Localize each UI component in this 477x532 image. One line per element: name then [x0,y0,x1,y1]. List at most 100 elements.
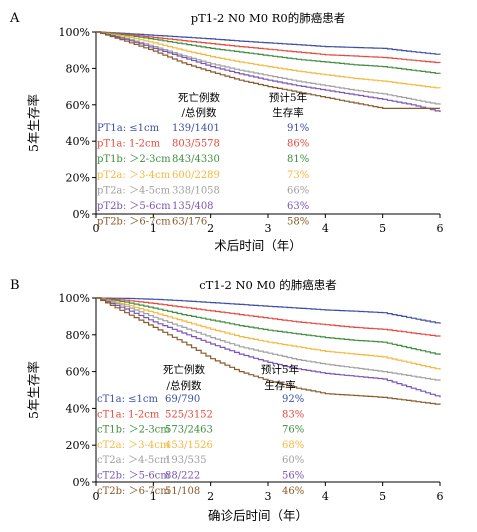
y-axis-title: 5年生存率 [26,361,41,419]
series-line-2 [96,31,441,74]
legend-entry-deaths: 51/108 [165,486,200,497]
x-tick-label: 3 [265,222,272,235]
series-line-0 [96,31,441,55]
legend-header-survival: 预计5年 [261,363,299,376]
y-tick-label: 20% [66,172,90,185]
panel-letter: A [9,11,20,26]
x-tick-label: 4 [322,490,329,503]
legend-header-total: /总例数 [166,379,202,392]
series-line-1 [96,31,441,64]
legend-entry-survival: 92% [282,394,304,405]
legend-entry-name: cT1a: ≤1cm [97,394,158,405]
legend-entry-name: cT2a: ＞3-4cm [97,440,170,451]
y-tick-label: 40% [66,402,90,415]
legend-header-survival: 预计5年 [269,91,307,104]
legend-entry-name: pT2b: ＞6-7cm [97,217,171,228]
y-tick-label: 80% [66,329,90,342]
legend-entry-name: PT1a: ≤1cm [97,123,160,134]
legend-header-deaths: 死亡例数 [163,363,205,376]
legend-entry-name: cT2a: ＞4-5cm [97,455,170,466]
y-axis-title: 5年生存率 [26,94,41,152]
y-tick-label: 60% [66,366,90,379]
legend-entry-survival: 76% [282,425,304,436]
legend-entry-name: pT1a: 1-2cm [97,139,161,150]
legend-entry-name: cT2b: ＞6-7cm [97,486,170,497]
series-lines [96,297,441,405]
legend-entry-name: pT2a: ＞3-4cm [97,170,171,181]
legend-entry-survival: 91% [287,123,309,134]
legend-entry-deaths: 803/5578 [172,139,220,150]
series-line-5 [96,31,441,113]
legend-entry-survival: 73% [287,170,309,181]
legend-header-total: /总例数 [181,106,217,119]
x-tick-label: 5 [379,490,386,503]
legend-entry-survival: 58% [287,217,309,228]
legend-header-deaths: 死亡例数 [178,91,220,104]
y-tick-label: 60% [66,99,90,112]
legend-entry-deaths: 63/176 [172,217,207,228]
legend-entry-deaths: 193/535 [165,455,207,466]
legend-entry-survival: 83% [282,409,304,420]
legend-entry-deaths: 338/1058 [172,185,220,196]
x-tick-label: 4 [322,222,329,235]
series-line-1 [96,297,441,337]
panel-letter: B [10,278,20,293]
x-tick-label: 1 [150,222,157,235]
series-line-6 [96,31,440,109]
y-tick-label: 0% [73,476,90,489]
y-tick-label: 40% [66,135,90,148]
legend-entry-survival: 46% [282,486,304,497]
x-tick-label: 6 [437,490,444,503]
series-line-0 [96,297,441,324]
legend-entry-name: cT1b: ＞2-3cm [97,425,170,436]
legend-entry-survival: 86% [287,139,309,150]
y-tick-label: 100% [59,26,90,39]
x-tick-label: 2 [207,490,214,503]
series-lines [96,31,441,113]
legend-entry-deaths: 573/2463 [165,425,213,436]
legend-entry-name: cT2b: ＞5-6cm [97,471,170,482]
legend-entry-deaths: 135/408 [172,201,214,212]
series-line-2 [96,297,441,355]
legend-entry-deaths: 139/1401 [172,123,220,134]
legend-entry-deaths: 88/222 [165,471,200,482]
legend-header-rate: 生存率 [272,106,304,119]
legend-header-rate: 生存率 [264,379,296,392]
legend-entry-name: cT1a: 1-2cm [97,409,160,420]
legend-entry-deaths: 453/1526 [165,440,213,451]
legend-entry-name: pT2b: ＞5-6cm [97,201,171,212]
x-tick-label: 3 [265,490,272,503]
x-tick-label: 1 [150,490,157,503]
y-tick-label: 100% [59,292,90,305]
legend-entry-deaths: 525/3152 [165,409,213,420]
x-tick-label: 6 [437,222,444,235]
legend-entry-survival: 56% [282,471,304,482]
legend-entry-survival: 63% [287,201,309,212]
legend-entry-deaths: 600/2289 [172,170,220,181]
series-line-5 [96,297,441,398]
x-axis-title: 确诊后时间（年） [208,508,308,523]
x-tick-label: 2 [207,222,214,235]
chart-title: cT1-2 N0 M0 的肺癌患者 [199,278,337,292]
y-tick-label: 80% [66,62,90,75]
y-tick-label: 0% [73,208,90,221]
x-tick-label: 0 [93,490,100,503]
series-line-4 [96,297,441,381]
legend-entry-deaths: 69/790 [165,394,200,405]
y-tick-label: 20% [66,439,90,452]
series-line-3 [96,297,441,370]
legend-entry-name: pT2a: ＞4-5cm [97,185,171,196]
x-tick-label: 0 [93,222,100,235]
legend-entry-survival: 60% [282,455,304,466]
series-line-3 [96,31,441,89]
legend-entry-survival: 68% [282,440,304,451]
x-axis-title: 术后时间（年） [214,238,302,253]
legend-entry-name: pT1b: ＞2-3cm [97,154,171,165]
series-line-6 [96,297,441,405]
legend-entry-survival: 66% [287,185,309,196]
